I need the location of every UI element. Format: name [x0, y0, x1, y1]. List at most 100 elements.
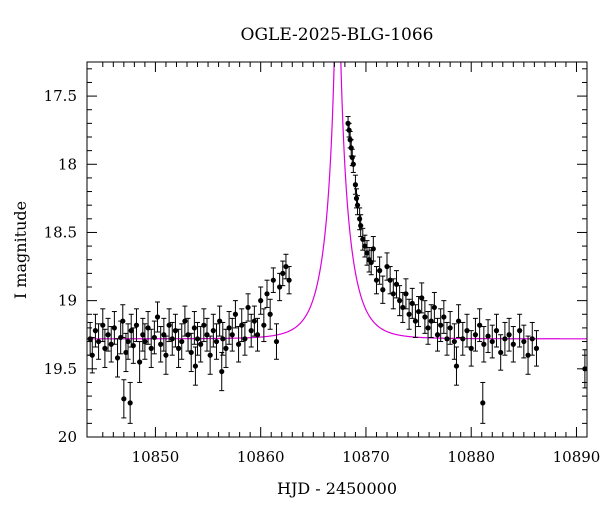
y-tick-label: 20: [58, 428, 77, 446]
data-point: [201, 322, 207, 328]
data-point: [179, 338, 185, 345]
data-point: [286, 277, 292, 283]
data-point: [198, 341, 204, 347]
data-point: [163, 352, 169, 358]
data-point: [220, 336, 226, 342]
data-point: [100, 322, 106, 328]
data-point: [434, 332, 441, 338]
data-point: [111, 325, 117, 331]
data-point: [453, 363, 460, 369]
data-point: [108, 341, 114, 347]
data-point: [406, 311, 412, 317]
data-point: [191, 325, 197, 331]
y-tick-label: 17.5: [44, 87, 77, 105]
data-point: [422, 314, 428, 320]
data-point: [431, 304, 437, 311]
data-point: [125, 338, 131, 345]
data-point: [438, 322, 444, 328]
data-point: [169, 336, 175, 342]
data-point: [232, 311, 239, 317]
data-point: [412, 318, 419, 324]
data-point: [521, 338, 527, 345]
data-point: [384, 263, 390, 270]
y-axis-label: I magnitude: [11, 201, 30, 299]
data-series-1: [87, 253, 292, 424]
data-point: [533, 345, 540, 351]
data-point: [485, 333, 491, 339]
x-tick-label: 10850: [132, 448, 180, 466]
data-point: [207, 352, 213, 358]
data-point: [373, 277, 380, 283]
data-point: [353, 195, 360, 201]
data-point: [517, 328, 523, 334]
data-point: [92, 328, 99, 334]
data-point: [254, 332, 261, 338]
data-point: [425, 325, 431, 331]
data-series-2: [345, 116, 587, 424]
data-point: [223, 345, 229, 351]
y-tick-label: 18: [58, 155, 77, 173]
data-point: [283, 263, 289, 270]
data-point: [451, 338, 457, 345]
data-point: [158, 341, 164, 347]
data-point: [489, 338, 495, 345]
data-point: [148, 345, 154, 351]
data-point: [194, 336, 201, 342]
data-point: [390, 291, 396, 297]
data-point: [510, 341, 516, 347]
data-point: [102, 345, 108, 351]
data-point: [498, 349, 504, 356]
data-point: [529, 336, 535, 342]
data-point: [175, 345, 182, 351]
data-point: [506, 332, 512, 338]
data-point: [140, 332, 146, 338]
x-axis: 10850 10860 10870 10880 10890: [102, 62, 600, 466]
data-point: [481, 341, 487, 347]
data-point: [525, 352, 531, 358]
data-point: [248, 328, 254, 334]
x-tick-label: 10890: [553, 448, 600, 466]
data-point: [137, 359, 143, 365]
data-point: [350, 161, 356, 167]
data-point: [261, 322, 267, 328]
data-point: [251, 318, 257, 324]
data-point: [447, 325, 453, 331]
data-point: [264, 291, 270, 297]
data-point: [370, 246, 376, 252]
data-point: [182, 318, 188, 324]
data-point: [128, 328, 134, 334]
data-point: [502, 336, 508, 342]
data-point: [357, 216, 363, 222]
data-point: [419, 295, 425, 301]
y-axis: 17.5 18 18.5 19 19.5 20: [44, 68, 587, 446]
data-point: [362, 243, 368, 249]
data-point: [472, 332, 479, 338]
data-point: [441, 314, 447, 320]
data-point: [493, 328, 500, 334]
data-point: [352, 182, 359, 188]
data-point: [354, 202, 361, 208]
data-point: [229, 332, 235, 338]
data-point: [235, 341, 242, 347]
data-point: [380, 287, 386, 293]
data-point: [121, 396, 127, 402]
data-point: [210, 328, 216, 334]
data-point: [464, 328, 470, 334]
data-point: [151, 334, 157, 341]
data-point: [358, 223, 364, 229]
data-point: [95, 338, 102, 345]
data-point: [403, 291, 409, 297]
plot-frame: [86, 61, 588, 438]
data-point: [120, 318, 126, 324]
data-point: [226, 325, 232, 331]
data-point: [166, 322, 172, 328]
data-point: [133, 322, 140, 328]
data-point: [154, 314, 161, 320]
data-point: [270, 277, 276, 283]
data-point: [239, 322, 245, 328]
data-point: [89, 352, 95, 358]
data-point: [364, 250, 370, 256]
data-point: [258, 298, 264, 304]
y-tick-label: 19: [58, 292, 77, 310]
